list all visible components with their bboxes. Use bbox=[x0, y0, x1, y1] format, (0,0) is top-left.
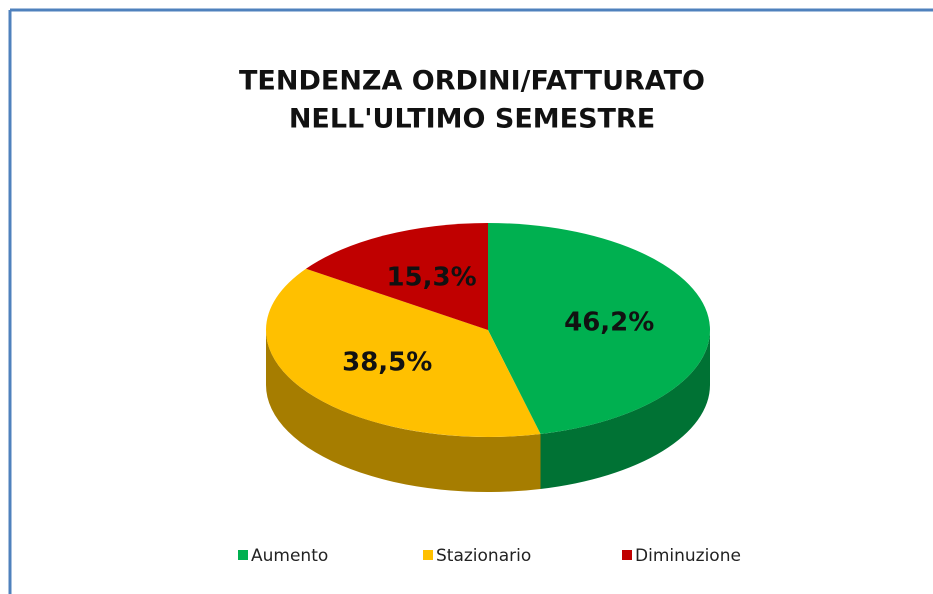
pie-slice bbox=[305, 223, 488, 330]
legend-label: Aumento bbox=[251, 546, 328, 566]
chart-title: NELL'ULTIMO SEMESTRE bbox=[289, 104, 655, 135]
pie-slice-side bbox=[266, 330, 541, 492]
pie-slice-side bbox=[540, 330, 710, 489]
legend-swatch bbox=[423, 550, 433, 560]
legend-label: Stazionario bbox=[436, 546, 531, 566]
data-label: 38,5% bbox=[342, 348, 432, 378]
chart-title: TENDENZA ORDINI/FATTURATO bbox=[239, 66, 705, 97]
data-label: 46,2% bbox=[564, 307, 654, 337]
legend-swatch bbox=[238, 550, 248, 560]
pie-slice bbox=[266, 268, 541, 437]
legend-swatch bbox=[622, 550, 632, 560]
data-label: 15,3% bbox=[386, 262, 476, 292]
pie-slice bbox=[488, 223, 710, 434]
legend-label: Diminuzione bbox=[635, 546, 741, 566]
